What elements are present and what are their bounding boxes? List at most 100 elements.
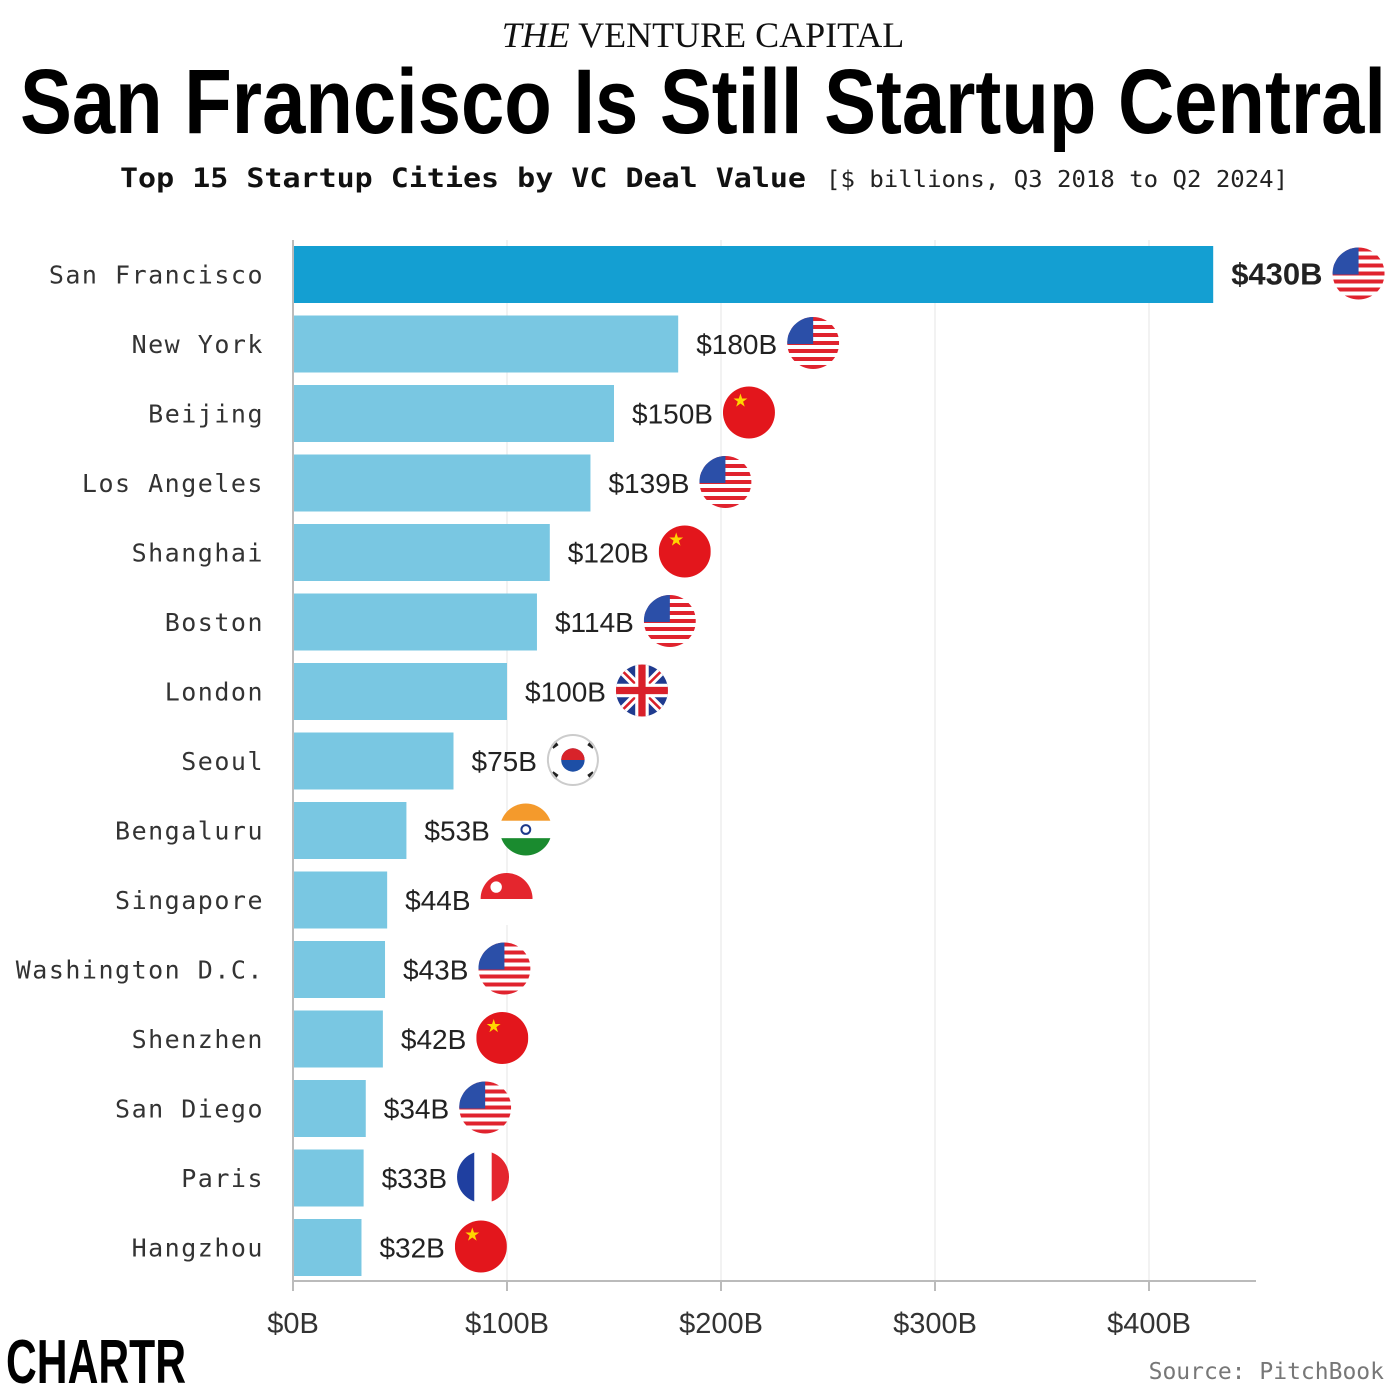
data-label: $139B xyxy=(608,468,689,499)
bar-row: London $100B xyxy=(165,663,668,720)
flag-stripe xyxy=(1332,287,1385,292)
flag-stripe xyxy=(459,1121,512,1126)
flag-cn-icon: ★ xyxy=(476,1012,529,1064)
flag-stripe xyxy=(478,942,531,947)
flag-us-icon xyxy=(478,942,531,995)
category-label: Boston xyxy=(165,608,264,637)
flag-cn-icon: ★ xyxy=(454,1220,507,1273)
flag-in-icon xyxy=(499,803,552,856)
flag-fill: ★ xyxy=(658,525,711,578)
flag-canton xyxy=(787,317,814,345)
flag-kr-icon xyxy=(546,734,599,786)
flag-stripe xyxy=(1332,279,1385,284)
bar-row: Los Angeles $139B xyxy=(82,454,752,512)
category-label: San Diego xyxy=(115,1095,264,1124)
flag-canton xyxy=(699,456,726,484)
bar xyxy=(293,385,614,442)
x-tick-label: $300B xyxy=(893,1308,977,1340)
flag-canton xyxy=(1332,247,1359,275)
flag-fill xyxy=(478,942,531,995)
flag-star: ★ xyxy=(732,390,748,410)
category-label: Los Angeles xyxy=(82,469,264,498)
category-label: Beijing xyxy=(148,400,264,429)
bar xyxy=(293,315,679,373)
flag-stripe xyxy=(699,504,752,508)
data-label: $430B xyxy=(1231,257,1322,292)
data-label: $75B xyxy=(472,746,537,777)
bar xyxy=(293,1219,362,1276)
bar xyxy=(293,1010,383,1068)
flag-fill: ★ xyxy=(454,1220,507,1273)
flag-bg xyxy=(722,386,775,439)
flag-bg xyxy=(658,525,711,578)
flag-band xyxy=(491,1151,510,1203)
data-label: $32B xyxy=(379,1233,444,1264)
bar-row: Boston $114B xyxy=(165,593,696,651)
flag-sg-icon xyxy=(480,873,533,925)
flag-band xyxy=(474,1151,492,1203)
flag-fill xyxy=(643,595,696,647)
bar xyxy=(293,524,550,581)
flag-stripe xyxy=(787,365,840,369)
flag-us-icon xyxy=(787,317,840,369)
bar-row: San Francisco $430B xyxy=(49,246,1385,303)
chartr-logo: CHARTR xyxy=(6,1328,186,1397)
data-label: $100B xyxy=(525,677,606,708)
bar-row: Seoul $75B xyxy=(181,732,599,790)
flag-band xyxy=(499,838,552,856)
data-label: $42B xyxy=(401,1024,466,1055)
flag-fill xyxy=(459,1081,512,1134)
flag-stripe xyxy=(643,627,696,631)
flag-stripe xyxy=(478,982,531,987)
category-label: San Francisco xyxy=(49,261,264,290)
flag-cn-icon: ★ xyxy=(722,386,775,439)
bar-row: Paris $33B xyxy=(181,1149,510,1207)
bar-row: Singapore $44B xyxy=(115,871,533,929)
category-label: Bengaluru xyxy=(115,817,264,846)
flag-fill xyxy=(615,664,668,717)
kicker-italic: THE xyxy=(502,15,570,55)
data-label: $180B xyxy=(696,329,777,360)
x-tick-label: $200B xyxy=(679,1308,763,1340)
flag-fill xyxy=(457,1151,510,1203)
data-label: $33B xyxy=(382,1163,447,1194)
flag-star: ★ xyxy=(486,1016,502,1036)
flag-band xyxy=(480,873,533,899)
bar-row: Washington D.C. $43B xyxy=(16,941,531,998)
flag-fill xyxy=(480,873,533,925)
category-label: Hangzhou xyxy=(132,1234,264,1263)
data-label: $120B xyxy=(568,538,649,569)
flag-us-icon xyxy=(699,456,752,508)
data-label: $44B xyxy=(405,885,470,916)
flag-fr-icon xyxy=(457,1151,510,1203)
flag-fill xyxy=(1332,247,1385,300)
flag-stripe xyxy=(459,1113,512,1118)
flag-bg xyxy=(476,1012,529,1064)
kicker-rest: VENTURE CAPITAL xyxy=(578,15,904,55)
bar xyxy=(293,593,537,651)
category-label: Shanghai xyxy=(132,539,264,568)
flag-star: ★ xyxy=(668,529,684,549)
flag-us-icon xyxy=(459,1081,512,1134)
flag-canton xyxy=(643,595,670,623)
flag-stripe xyxy=(699,496,752,500)
flag-fill xyxy=(699,456,752,508)
bar-row: Hangzhou $32B ★ xyxy=(132,1219,507,1276)
category-label: London xyxy=(165,678,264,707)
flag-stripe xyxy=(478,974,531,979)
bars: San Francisco $430B New York $180B Beijing $1… xyxy=(16,246,1385,1276)
flag-stripe xyxy=(787,357,840,361)
flag-band xyxy=(499,820,552,839)
bar xyxy=(293,663,507,720)
kicker: THE VENTURE CAPITAL xyxy=(502,15,904,55)
bar-row: New York $180B xyxy=(132,315,840,373)
flag-fill xyxy=(787,317,840,369)
bar-row: Bengaluru $53B xyxy=(115,802,552,859)
bar xyxy=(293,941,386,998)
flag-cross xyxy=(638,664,646,717)
flag-canton xyxy=(459,1081,486,1109)
flag-outline xyxy=(546,734,599,786)
x-tick-label: $0B xyxy=(267,1308,319,1340)
flag-stripe xyxy=(643,635,696,639)
